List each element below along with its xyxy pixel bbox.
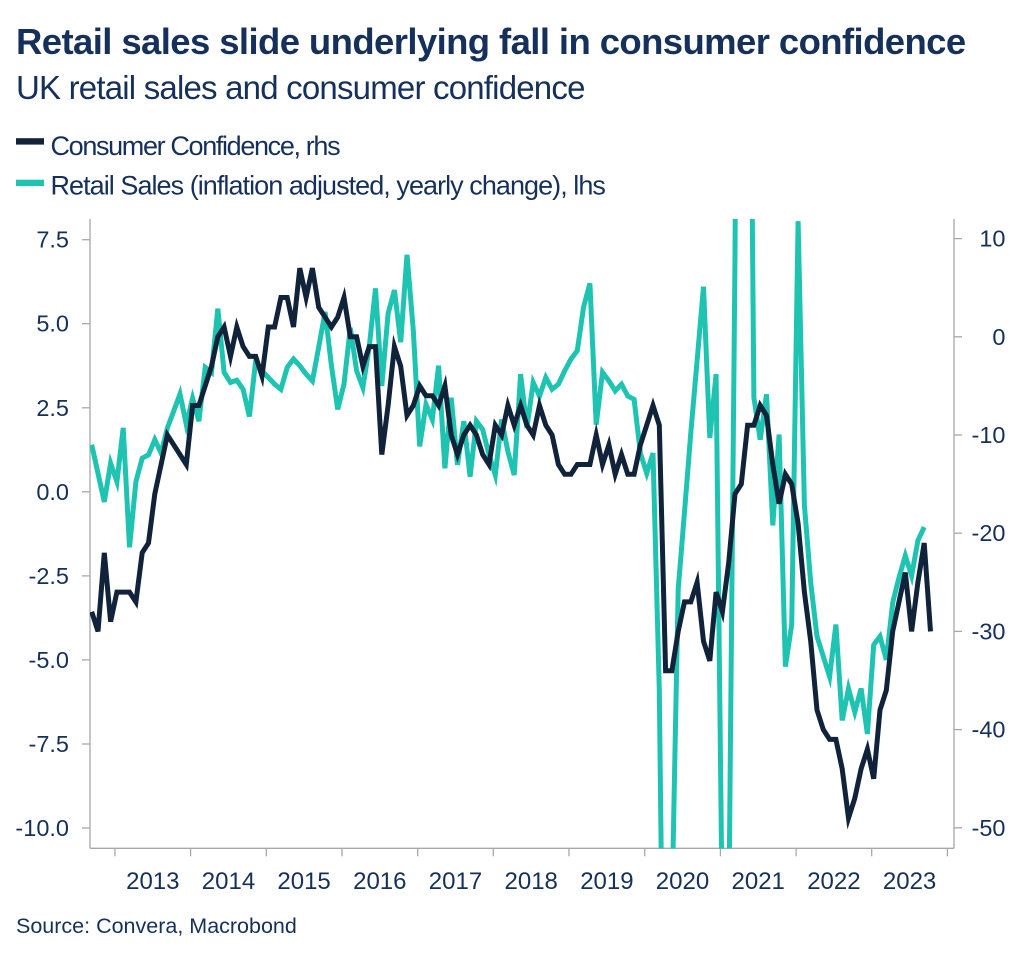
- svg-text:-5.0: -5.0: [29, 647, 70, 673]
- svg-text:-30: -30: [972, 618, 1006, 644]
- svg-text:2022: 2022: [807, 868, 860, 895]
- svg-text:UK retail sales and consumer c: UK retail sales and consumer confidence: [16, 69, 585, 106]
- svg-text:5.0: 5.0: [36, 311, 69, 337]
- svg-text:2016: 2016: [353, 868, 406, 895]
- svg-text:2014: 2014: [202, 868, 255, 895]
- svg-text:10: 10: [979, 226, 1005, 252]
- svg-text:-50: -50: [972, 815, 1006, 841]
- svg-text:0.0: 0.0: [36, 479, 69, 505]
- svg-text:Retail Sales (inflation adjust: Retail Sales (inflation adjusted, yearly…: [51, 171, 606, 201]
- svg-text:2023: 2023: [883, 868, 936, 895]
- svg-text:2013: 2013: [126, 868, 179, 895]
- svg-text:7.5: 7.5: [36, 227, 69, 253]
- svg-text:2020: 2020: [656, 868, 709, 895]
- svg-text:-7.5: -7.5: [29, 731, 70, 757]
- svg-text:-10.0: -10.0: [15, 815, 69, 841]
- svg-text:2018: 2018: [505, 868, 558, 895]
- svg-text:2017: 2017: [429, 868, 482, 895]
- svg-text:2019: 2019: [580, 868, 633, 895]
- svg-text:2021: 2021: [732, 868, 785, 895]
- svg-text:Retail sales slide underlying: Retail sales slide underlying fall in co…: [16, 21, 966, 62]
- svg-text:-20: -20: [972, 520, 1006, 546]
- svg-text:0: 0: [992, 324, 1005, 350]
- svg-text:-2.5: -2.5: [29, 563, 70, 589]
- svg-text:Consumer Confidence, rhs: Consumer Confidence, rhs: [51, 131, 341, 161]
- svg-text:-10: -10: [972, 422, 1006, 448]
- svg-text:Source: Convera, Macrobond: Source: Convera, Macrobond: [16, 914, 297, 938]
- svg-text:2.5: 2.5: [36, 395, 69, 421]
- svg-text:2015: 2015: [277, 868, 330, 895]
- svg-text:-40: -40: [972, 717, 1006, 743]
